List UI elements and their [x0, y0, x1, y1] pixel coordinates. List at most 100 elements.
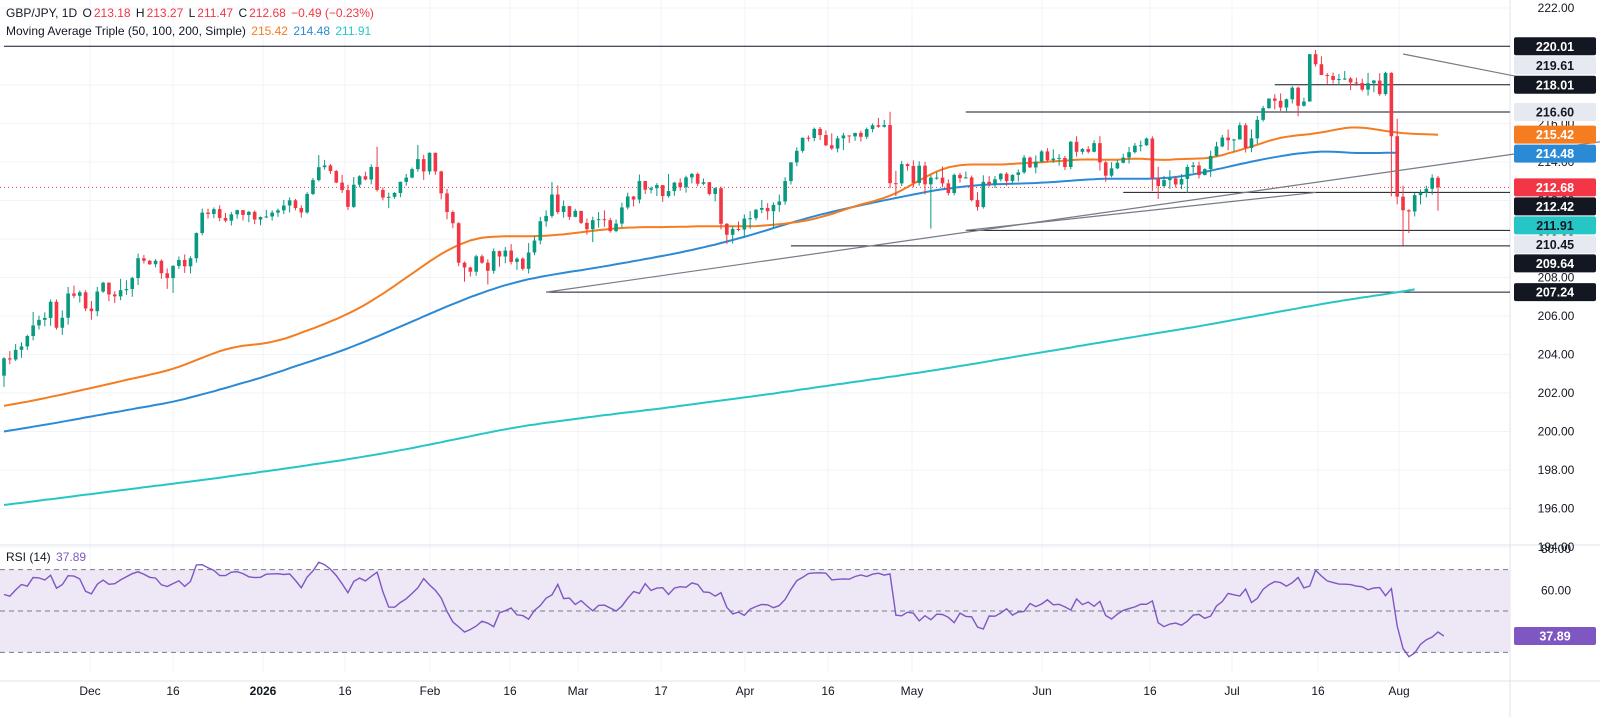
candle [532, 236, 537, 256]
candle [177, 256, 181, 269]
time-tick-label: 16 [166, 684, 180, 698]
candle [1389, 72, 1394, 197]
time-tick-label: 16 [821, 684, 835, 698]
candle [171, 265, 175, 293]
candle [1197, 161, 1201, 179]
candle [188, 256, 193, 274]
candle-body [241, 210, 245, 215]
candle [998, 172, 1003, 182]
time-axis[interactable]: Dec 16 2026 16 Feb 16 Mar 17 Apr 16 May Jun 16 Jul 16 A… [79, 684, 1409, 698]
candle [153, 259, 158, 268]
candle [981, 175, 986, 209]
time-tick-label: 17 [654, 684, 668, 698]
candle [888, 111, 892, 189]
candle-body [1342, 78, 1347, 80]
candle-body [806, 137, 811, 139]
price-label: 209.64 [1514, 254, 1596, 273]
time-tick-label: Jun [1032, 684, 1051, 698]
rsi-band [0, 569, 1510, 653]
candle [72, 285, 76, 299]
rsi-title: RSI (14) [6, 550, 51, 564]
candle-body [1203, 169, 1207, 176]
candle-body [876, 125, 881, 127]
candle-body [614, 223, 618, 232]
candle [497, 250, 502, 267]
candle-body [1237, 125, 1242, 140]
candle-body [765, 208, 770, 212]
candle-body [42, 317, 47, 320]
candle-body [1214, 146, 1219, 156]
candle [328, 163, 333, 174]
candle-body [940, 177, 945, 184]
candle-body [66, 293, 70, 318]
candle-body [590, 220, 595, 230]
candle-body [427, 152, 432, 172]
candle-body [1383, 72, 1388, 95]
candle-body [905, 164, 910, 167]
candle-body [404, 177, 409, 182]
candle-body [136, 258, 140, 279]
candle-body [579, 210, 583, 223]
candle [1063, 155, 1067, 171]
candle-body [835, 138, 840, 149]
price-tick-label: 208.00 [1538, 271, 1575, 285]
candle-body [206, 212, 210, 214]
rsi-value: 37.89 [56, 550, 87, 564]
price-label-bg [1514, 283, 1596, 302]
candle [165, 268, 170, 289]
candle [200, 208, 205, 236]
candle [1051, 149, 1056, 163]
candle [54, 299, 59, 330]
candle-body [258, 217, 263, 220]
candle-body [247, 211, 251, 215]
candle-body [555, 194, 560, 213]
candle-body [124, 289, 129, 291]
candle [678, 178, 683, 191]
candle-body [1016, 172, 1021, 175]
candle [433, 152, 438, 175]
candle [1208, 150, 1213, 177]
candle-body [1103, 162, 1108, 176]
candle [107, 282, 111, 302]
candle [439, 170, 444, 200]
candle-body [561, 206, 566, 213]
candle [468, 266, 473, 277]
candle-body [112, 294, 117, 297]
candle [1267, 98, 1271, 109]
candle [870, 123, 875, 133]
candle [223, 213, 228, 223]
candle [322, 159, 327, 170]
candle [212, 207, 216, 219]
candle-body [794, 150, 799, 163]
candle [1168, 170, 1172, 189]
candle [1272, 94, 1277, 110]
candle-body [229, 214, 234, 221]
candle-body [1232, 139, 1236, 141]
candle-body [1010, 174, 1015, 182]
candle-body [381, 189, 385, 198]
candle [847, 135, 852, 143]
candle [276, 208, 280, 217]
candle [235, 209, 239, 219]
candle-body [1068, 141, 1073, 168]
candle-body [993, 179, 997, 185]
rsi-label-bg [1514, 627, 1596, 646]
rsi-tick-label: 60.00 [1541, 583, 1571, 597]
candle [101, 281, 105, 293]
candle-body [1162, 180, 1166, 187]
candle [375, 146, 379, 192]
candle [1261, 105, 1265, 122]
candle-body [637, 181, 642, 200]
candle-body [911, 166, 916, 183]
candle-body [864, 129, 869, 137]
candle-body [859, 132, 863, 137]
candle-body [474, 256, 478, 272]
candle [1348, 77, 1353, 91]
candle [952, 173, 956, 196]
candle-body [1325, 74, 1330, 76]
candle-body [212, 209, 216, 214]
candle-body [934, 177, 939, 179]
candle-body [759, 208, 764, 210]
candle-body [1302, 101, 1306, 106]
